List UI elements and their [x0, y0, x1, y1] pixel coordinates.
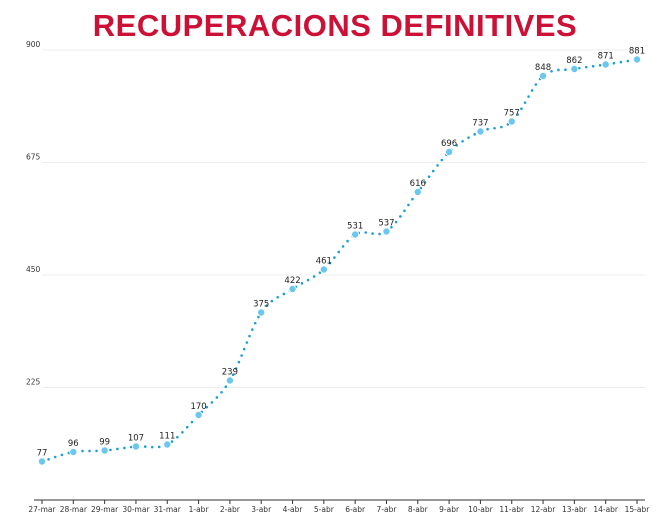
- data-point: [288, 284, 297, 293]
- x-tick-label: 7-abr: [377, 505, 398, 514]
- data-label: 77: [37, 449, 48, 459]
- data-point: [194, 410, 203, 419]
- data-point: [69, 447, 78, 456]
- data-point: [131, 442, 140, 451]
- x-tick-label: 12-abr: [531, 505, 557, 514]
- x-tick-label: 3-abr: [251, 505, 272, 514]
- data-label: 111: [159, 432, 175, 442]
- data-point: [570, 65, 579, 74]
- data-point: [351, 230, 360, 239]
- x-tick-label: 29-mar: [91, 505, 119, 514]
- data-label: 737: [472, 119, 488, 129]
- data-point: [382, 227, 391, 236]
- x-tick-label: 5-abr: [314, 505, 335, 514]
- x-tick-label: 6-abr: [345, 505, 366, 514]
- x-tick-label: 4-abr: [283, 505, 304, 514]
- data-label: 757: [504, 109, 520, 119]
- data-point: [476, 127, 485, 136]
- data-label: 107: [128, 434, 144, 444]
- data-label: 862: [566, 56, 582, 66]
- data-label: 375: [253, 300, 269, 310]
- x-tick-label: 27-mar: [28, 505, 56, 514]
- data-point: [633, 55, 642, 64]
- data-point: [319, 265, 328, 274]
- data-label: 537: [378, 219, 394, 229]
- x-tick-label: 28-mar: [60, 505, 88, 514]
- series-line: [40, 58, 639, 463]
- data-point: [539, 72, 548, 81]
- x-tick-label: 10-abr: [468, 505, 494, 514]
- data-point: [413, 187, 422, 196]
- x-tick-label: 11-abr: [499, 505, 525, 514]
- data-label: 422: [284, 276, 300, 286]
- x-tick-label: 15-abr: [625, 505, 651, 514]
- x-tick-label: 1-abr: [189, 505, 210, 514]
- data-label: 696: [441, 139, 457, 149]
- data-label: 881: [629, 47, 645, 57]
- data-label: 531: [347, 222, 363, 232]
- x-tick-label: 31-mar: [154, 505, 182, 514]
- x-tick-label: 9-abr: [439, 505, 460, 514]
- data-point: [163, 440, 172, 449]
- data-point: [445, 147, 454, 156]
- x-tick-label: 2-abr: [220, 505, 241, 514]
- x-tick-label: 30-mar: [122, 505, 150, 514]
- chart-title: RECUPERACIONS DEFINITIVES: [92, 8, 578, 43]
- data-point: [257, 308, 266, 317]
- data-point: [38, 457, 47, 466]
- data-label: 848: [535, 63, 551, 73]
- data-label: 616: [410, 179, 426, 189]
- data-label: 99: [99, 438, 110, 448]
- data-label: 461: [316, 257, 332, 267]
- data-point: [225, 376, 234, 385]
- data-point: [601, 60, 610, 69]
- y-tick-label: 675: [26, 153, 41, 162]
- data-label: 96: [68, 439, 79, 449]
- data-label: 871: [598, 52, 614, 62]
- x-tick-label: 8-abr: [408, 505, 429, 514]
- data-point: [100, 446, 109, 455]
- data-label: 239: [222, 368, 238, 378]
- data-point: [507, 117, 516, 126]
- y-tick-label: 900: [26, 40, 41, 49]
- y-tick-label: 450: [26, 265, 41, 274]
- x-tick-label: 14-abr: [593, 505, 619, 514]
- y-tick-label: 225: [26, 378, 41, 387]
- data-label: 170: [190, 402, 206, 412]
- x-tick-label: 13-abr: [562, 505, 588, 514]
